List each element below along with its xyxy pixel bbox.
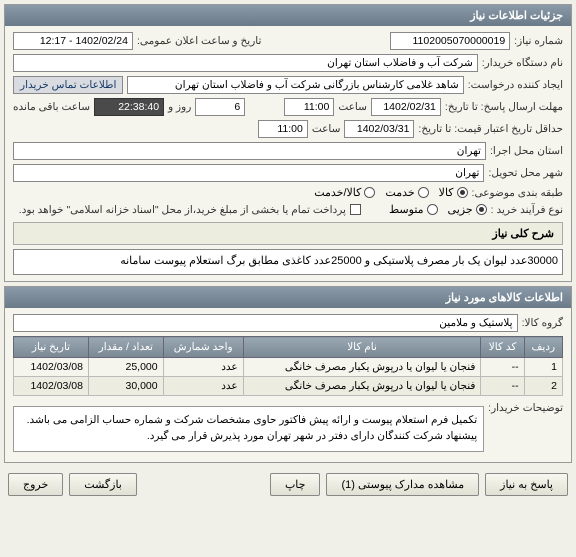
goods-table: ردیف کد کالا نام کالا واحد شمارش تعداد /… — [13, 336, 563, 396]
table-row[interactable]: 1 -- فنجان یا لیوان یا درپوش یکبار مصرف … — [14, 358, 563, 377]
print-button[interactable]: چاپ — [270, 473, 321, 496]
cell-date: 1402/03/08 — [14, 377, 89, 396]
radio-partial[interactable]: جزیی — [448, 203, 487, 216]
validity-date-field: 1402/03/31 — [344, 120, 414, 138]
radio-dot-icon — [418, 187, 429, 198]
group-label: گروه کالا: — [522, 317, 563, 329]
button-bar: پاسخ به نیاز مشاهده مدارک پیوستی (1) چاپ… — [4, 467, 572, 502]
contact-buyer-button[interactable]: اطلاعات تماس خریدار — [13, 76, 123, 94]
reply-button[interactable]: پاسخ به نیاز — [485, 473, 568, 496]
panel1-header: جزئیات اطلاعات نیاز — [5, 5, 571, 26]
days-label: روز و — [168, 101, 191, 113]
class-label: طبقه بندی موضوعی: — [472, 187, 563, 199]
remain-label: ساعت باقی مانده — [13, 101, 90, 113]
col-date: تاریخ نیاز — [14, 337, 89, 358]
view-attachments-button[interactable]: مشاهده مدارک پیوستی (1) — [326, 473, 479, 496]
cell-row: 1 — [524, 358, 562, 377]
radio-goods-service-label: کالا/خدمت — [314, 186, 361, 199]
reply-date-field: 1402/02/31 — [371, 98, 441, 116]
cell-qty: 30,000 — [89, 377, 164, 396]
exit-button[interactable]: خروج — [8, 473, 63, 496]
radio-goods[interactable]: کالا — [439, 186, 468, 199]
validity-time-field: 11:00 — [258, 120, 308, 138]
panel1-body: شماره نیاز: 1102005070000019 تاریخ و ساع… — [5, 26, 571, 281]
radio-goods-label: کالا — [439, 186, 454, 199]
class-radio-group: کالا خدمت کالا/خدمت — [314, 186, 467, 199]
radio-service-label: خدمت — [385, 186, 414, 199]
radio-service[interactable]: خدمت — [385, 186, 428, 199]
goods-info-panel: اطلاعات کالاهای مورد نیاز گروه کالا: پلا… — [4, 286, 572, 463]
announce-field: 1402/02/24 - 12:17 — [13, 32, 133, 50]
radio-medium[interactable]: متوسط — [389, 203, 438, 216]
city-deliv-label: شهر محل تحویل: — [488, 167, 563, 179]
cell-qty: 25,000 — [89, 358, 164, 377]
validity-label: حداقل تاریخ اعتبار قیمت: تا تاریخ: — [418, 123, 563, 135]
cell-date: 1402/03/08 — [14, 358, 89, 377]
back-button[interactable]: بازگشت — [69, 473, 137, 496]
col-unit: واحد شمارش — [163, 337, 243, 358]
cell-row: 2 — [524, 377, 562, 396]
pay-checkbox[interactable] — [350, 204, 361, 215]
col-code: کد کالا — [481, 337, 524, 358]
clock-remain-field: 22:38:40 — [94, 98, 164, 116]
time-label-2: ساعت — [312, 123, 341, 135]
cell-name: فنجان یا لیوان یا درپوش یکبار مصرف خانگی — [243, 358, 481, 377]
group-field: پلاستیک و ملامین — [13, 314, 518, 332]
cell-code: -- — [481, 358, 524, 377]
days-remain-field: 6 — [195, 98, 245, 116]
table-row[interactable]: 2 -- فنجان یا لیوان یا درپوش یکبار مصرف … — [14, 377, 563, 396]
need-description: 30000عدد لیوان یک بار مصرف پلاستیکی و 25… — [13, 249, 563, 275]
announce-label: تاریخ و ساعت اعلان عمومی: — [137, 35, 261, 47]
cell-name: فنجان یا لیوان یا درپوش یکبار مصرف خانگی — [243, 377, 481, 396]
col-qty: تعداد / مقدار — [89, 337, 164, 358]
creator-label: ایجاد کننده درخواست: — [468, 79, 563, 91]
radio-partial-label: جزیی — [448, 203, 473, 216]
need-no-label: شماره نیاز: — [514, 35, 563, 47]
radio-goods-service[interactable]: کالا/خدمت — [314, 186, 375, 199]
city-exec-field: تهران — [13, 142, 486, 160]
radio-dot-icon — [476, 204, 487, 215]
desc-section-label: شرح کلی نیاز — [13, 222, 563, 245]
creator-field: شاهد غلامی کارشناس بازرگانی شرکت آب و فا… — [127, 76, 463, 94]
buyer-label: نام دستگاه خریدار: — [482, 57, 563, 69]
city-deliv-field: تهران — [13, 164, 484, 182]
buy-type-radio-group: جزیی متوسط — [389, 203, 487, 216]
notes-label: توضیحات خریدار: — [488, 402, 563, 414]
city-exec-label: استان محل اجرا: — [490, 145, 563, 157]
cell-code: -- — [481, 377, 524, 396]
cell-unit: عدد — [163, 358, 243, 377]
radio-medium-label: متوسط — [389, 203, 424, 216]
radio-dot-icon — [457, 187, 468, 198]
col-row: ردیف — [524, 337, 562, 358]
pay-note-label: پرداخت تمام یا بخشی از مبلغ خرید،از محل … — [19, 204, 346, 216]
panel2-header: اطلاعات کالاهای مورد نیاز — [5, 287, 571, 308]
reply-deadline-label: مهلت ارسال پاسخ: تا تاریخ: — [445, 101, 563, 113]
need-no-field: 1102005070000019 — [390, 32, 510, 50]
cell-unit: عدد — [163, 377, 243, 396]
buyer-notes: تکمیل فرم استعلام پیوست و ارائه پیش فاکت… — [13, 406, 484, 452]
panel2-body: گروه کالا: پلاستیک و ملامین ردیف کد کالا… — [5, 308, 571, 462]
buy-type-label: نوع فرآیند خرید : — [491, 204, 563, 216]
need-details-panel: جزئیات اطلاعات نیاز شماره نیاز: 11020050… — [4, 4, 572, 282]
col-name: نام کالا — [243, 337, 481, 358]
radio-dot-icon — [364, 187, 375, 198]
time-label-1: ساعت — [338, 101, 367, 113]
buyer-field: شرکت آب و فاضلاب استان تهران — [13, 54, 478, 72]
radio-dot-icon — [427, 204, 438, 215]
reply-time-field: 11:00 — [284, 98, 334, 116]
